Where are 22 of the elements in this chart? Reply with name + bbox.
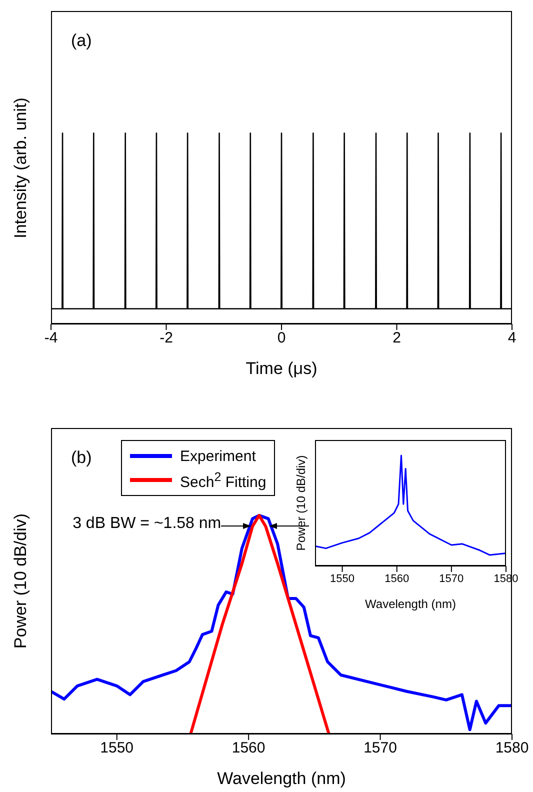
- x-axis-title: Wavelength (nm): [217, 769, 346, 788]
- x-tick-label: 1560: [384, 572, 410, 585]
- x-tick-label: -4: [44, 330, 58, 347]
- x-tick-label: 1550: [330, 572, 355, 585]
- x-tick-label: 1560: [232, 740, 266, 757]
- x-tick-label: 1570: [364, 740, 397, 757]
- x-tick-label: 2: [392, 330, 401, 347]
- x-tick-label: 1550: [100, 740, 134, 757]
- text: (a): [71, 31, 92, 51]
- x-tick-label: 0: [277, 330, 286, 347]
- text: (b): [71, 448, 92, 468]
- y-axis-title: Power (10 dB/div): [11, 513, 31, 649]
- x-axis-title: Wavelength (nm): [365, 597, 456, 611]
- x-axis-title: Time (μs): [246, 359, 318, 378]
- legend-label: Sech$^{2}$ Fitting: [180, 470, 266, 490]
- annotation: 3 dB BW = ~1.58 nm: [72, 515, 222, 534]
- legend-label: Experiment: [180, 448, 256, 464]
- x-tick-label: -2: [160, 330, 173, 347]
- y-axis-title: Intensity (arb. unit): [11, 97, 31, 238]
- x-tick-label: 4: [508, 330, 516, 347]
- x-tick-label: 1570: [439, 572, 464, 585]
- x-tick-label: 1580: [495, 740, 529, 757]
